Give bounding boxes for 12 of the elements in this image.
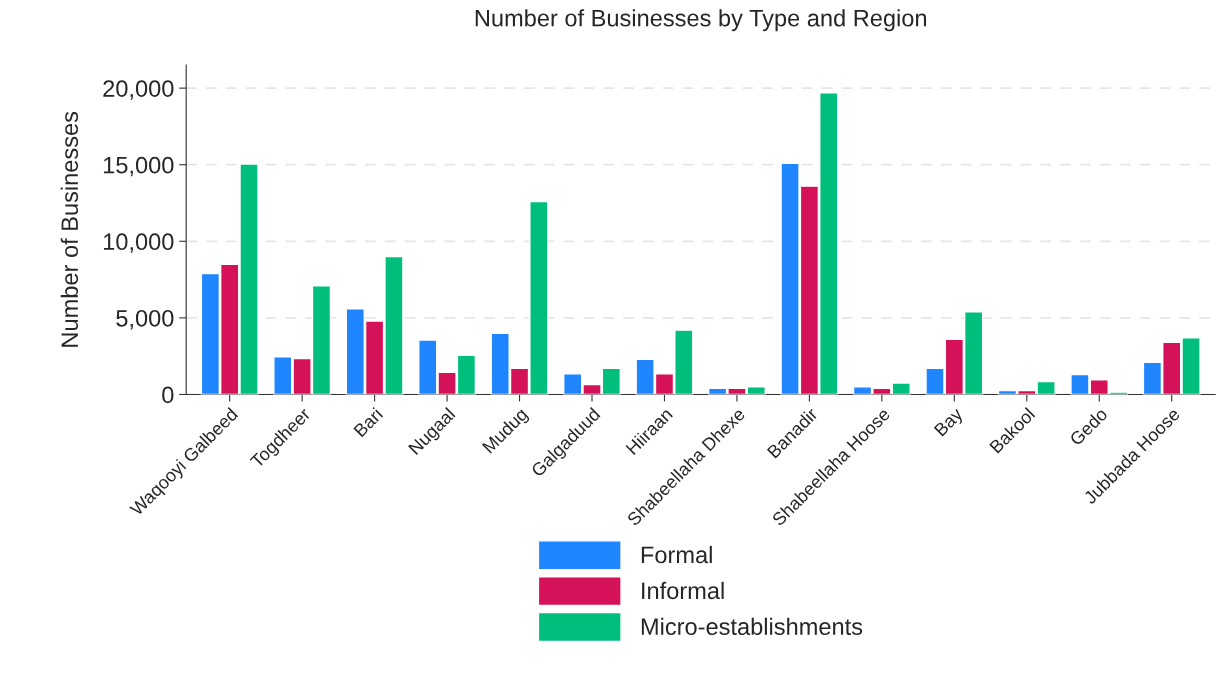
legend-label: Micro-establishments — [641, 617, 863, 636]
y-tick-label: 0 — [162, 386, 174, 404]
y-axis-title: Number of Businesses — [60, 111, 79, 347]
legend-label: Informal — [642, 581, 724, 600]
chart-title: Number of Businesses by Type and Region — [475, 9, 927, 32]
x-tick-label: Bari — [352, 407, 384, 438]
y-tick-label: 20,000 — [103, 80, 174, 100]
y-tick-label: 15,000 — [103, 156, 174, 177]
legend-label: Formal — [641, 545, 712, 564]
y-tick-label: 10,000 — [103, 233, 174, 253]
x-tick-label: Bay — [933, 406, 967, 440]
y-tick-label: 5,000 — [116, 309, 174, 330]
